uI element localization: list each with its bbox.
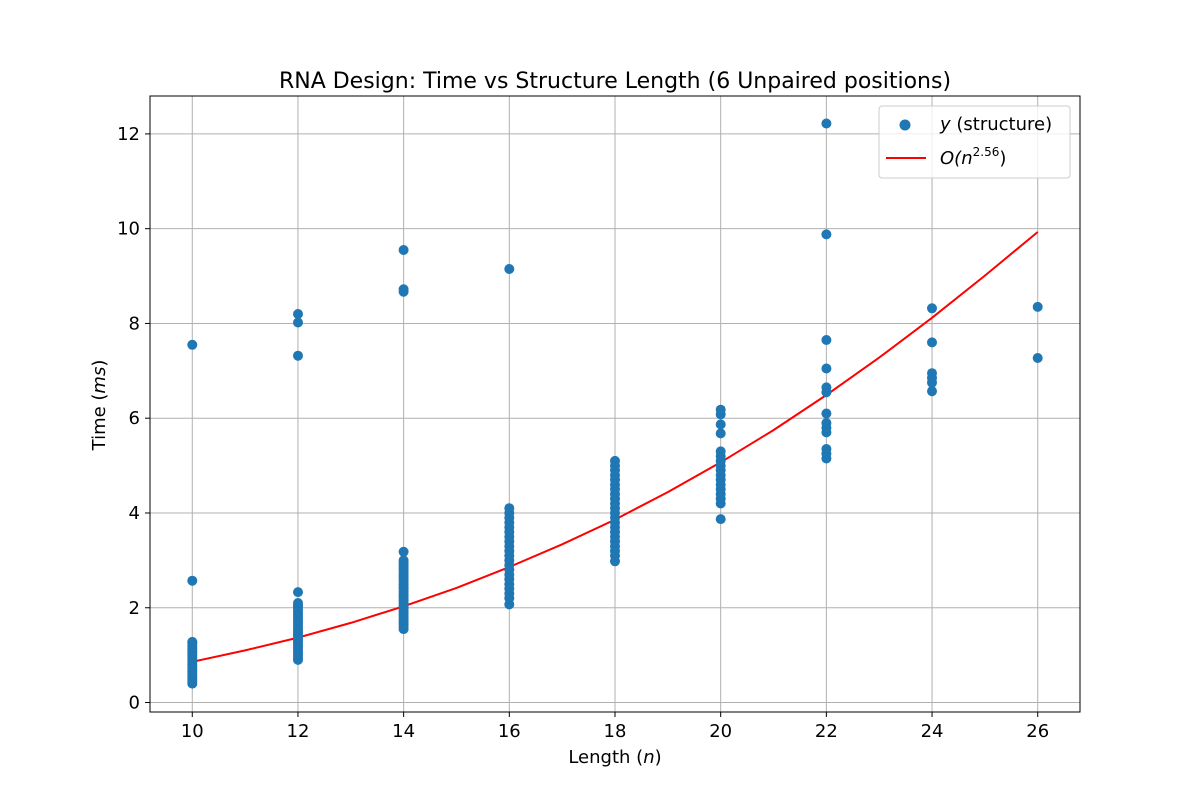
- data-point: [504, 264, 515, 274]
- data-point: [715, 428, 726, 439]
- data-point: [821, 118, 832, 129]
- data-point: [927, 368, 937, 379]
- data-point: [927, 386, 937, 397]
- y-axis-label: Time (ms): [89, 360, 110, 452]
- legend-scatter-var: y: [939, 114, 951, 135]
- legend-fit-prefix: O(: [940, 148, 962, 169]
- legend-fit-suffix: ): [999, 148, 1006, 169]
- x-axis-label-var: n: [643, 747, 654, 768]
- y-axis-label-var: ms: [89, 367, 110, 394]
- data-point: [398, 284, 409, 295]
- data-point: [293, 309, 303, 319]
- data-point: [504, 503, 515, 514]
- data-point: [187, 636, 198, 647]
- x-tick-label: 16: [498, 721, 521, 742]
- legend-scatter-text: (structure): [951, 114, 1052, 135]
- data-point: [187, 575, 198, 586]
- x-tick-label: 22: [815, 721, 838, 742]
- legend: y (structure) O(n2.56): [878, 105, 1071, 179]
- x-tick-label: 20: [709, 721, 732, 742]
- data-point: [821, 418, 832, 428]
- data-point: [821, 408, 832, 419]
- data-point: [1032, 301, 1043, 312]
- data-point: [187, 339, 198, 350]
- legend-fit-exp: 2.56: [973, 145, 1000, 159]
- chart-title: RNA Design: Time vs Structure Length (6 …: [279, 69, 951, 94]
- data-point: [821, 363, 832, 374]
- x-tick-label: 10: [181, 721, 204, 742]
- data-point: [293, 598, 303, 608]
- y-tick-label: 10: [117, 219, 140, 240]
- data-point: [293, 317, 303, 328]
- data-point: [715, 446, 726, 457]
- data-point: [821, 382, 832, 393]
- y-tick-label: 8: [129, 313, 140, 334]
- data-point: [927, 337, 937, 348]
- legend-fit-label: O(n2.56): [940, 145, 1006, 169]
- data-point: [1032, 353, 1043, 363]
- y-tick-label: 4: [129, 503, 140, 524]
- y-axis-label-prefix: Time (: [89, 394, 110, 452]
- x-tick-label: 26: [1026, 721, 1049, 742]
- data-point: [293, 350, 303, 361]
- data-point: [293, 587, 303, 598]
- data-point: [821, 444, 832, 454]
- x-tick-label: 24: [921, 721, 944, 742]
- data-point: [715, 514, 726, 525]
- legend-scatter-label: y (structure): [939, 114, 1052, 135]
- data-point: [715, 419, 726, 430]
- scatter-points: [187, 118, 1043, 689]
- y-tick-label: 2: [129, 598, 140, 619]
- data-point: [821, 229, 832, 240]
- data-point: [821, 335, 832, 345]
- x-tick-label: 12: [287, 721, 310, 742]
- legend-box: [878, 105, 1071, 179]
- x-axis-label-prefix: Length (: [568, 747, 643, 768]
- x-tick-label: 18: [604, 721, 627, 742]
- data-point: [398, 555, 409, 566]
- y-axis-label-suffix: ): [89, 360, 110, 367]
- data-point: [398, 245, 409, 255]
- grid-lines: [150, 96, 1080, 712]
- legend-fit-var: n: [961, 148, 972, 169]
- data-point: [398, 546, 409, 557]
- y-tick-label: 6: [129, 408, 140, 429]
- data-point: [715, 404, 726, 415]
- x-axis-label: Length (n): [568, 747, 661, 768]
- data-point: [610, 455, 620, 466]
- data-point: [927, 303, 937, 314]
- x-axis-label-suffix: ): [655, 747, 662, 768]
- x-tick-label: 14: [392, 721, 415, 742]
- y-tick-label: 12: [117, 124, 140, 145]
- legend-scatter-marker: [899, 119, 911, 131]
- y-tick-label: 0: [129, 693, 140, 714]
